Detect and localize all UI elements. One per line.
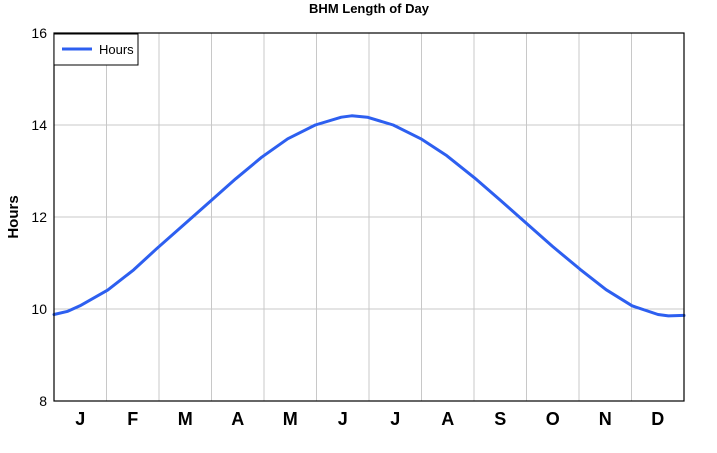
y-tick-label: 16 bbox=[31, 25, 47, 41]
plot-frame bbox=[53, 32, 685, 402]
legend: Hours bbox=[53, 33, 139, 66]
x-tick-label: M bbox=[283, 409, 298, 429]
y-tick-label: 10 bbox=[31, 301, 47, 317]
x-tick-label: N bbox=[599, 409, 612, 429]
x-tick-label: J bbox=[338, 409, 348, 429]
y-tick-label: 8 bbox=[39, 393, 47, 409]
series-layer bbox=[52, 114, 686, 318]
legend-label: Hours bbox=[99, 42, 134, 57]
x-tick-label: A bbox=[231, 409, 244, 429]
x-tick-label: M bbox=[178, 409, 193, 429]
x-tick-label: O bbox=[546, 409, 560, 429]
x-tick-label: F bbox=[127, 409, 138, 429]
series-line-hours bbox=[52, 114, 686, 318]
gridlines bbox=[54, 33, 684, 401]
x-tick-label: J bbox=[390, 409, 400, 429]
y-axis-title: Hours bbox=[5, 195, 22, 238]
x-tick-label: A bbox=[441, 409, 454, 429]
y-tick-labels: 8 10 12 14 16 bbox=[31, 25, 47, 409]
x-tick-label: S bbox=[494, 409, 506, 429]
y-tick-label: 14 bbox=[31, 117, 47, 133]
chart-title: BHM Length of Day bbox=[309, 1, 430, 16]
y-tick-label: 12 bbox=[31, 209, 47, 225]
x-tick-label: D bbox=[651, 409, 664, 429]
x-tick-label: J bbox=[75, 409, 85, 429]
